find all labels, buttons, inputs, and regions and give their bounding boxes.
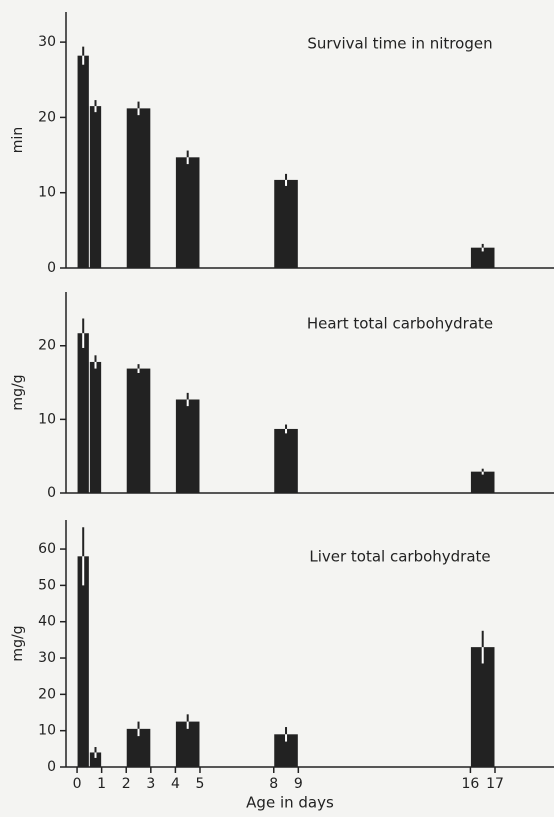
bar	[126, 368, 151, 493]
x-tick-label: 1	[97, 776, 106, 792]
y-tick-label: 60	[38, 541, 56, 557]
x-tick-label: 5	[196, 776, 205, 792]
x-tick-label: 17	[486, 776, 504, 792]
y-tick-label: 20	[38, 686, 56, 702]
y-tick-label: 40	[38, 614, 56, 630]
y-tick-label: 10	[38, 723, 56, 739]
x-tick-label: 0	[73, 776, 82, 792]
bar	[175, 157, 200, 268]
bar	[89, 361, 102, 493]
x-axis-label: Age in days	[246, 794, 334, 812]
y-tick-label: 20	[38, 338, 56, 354]
y-axis-label: mg/g	[10, 625, 26, 661]
bar	[274, 179, 298, 268]
y-tick-label: 0	[47, 759, 56, 775]
y-tick-label: 30	[38, 650, 56, 666]
bar	[175, 721, 200, 767]
x-tick-label: 8	[269, 776, 278, 792]
x-tick-label: 3	[146, 776, 155, 792]
bar	[126, 108, 151, 269]
y-tick-label: 50	[38, 577, 56, 593]
y-tick-label: 20	[38, 109, 56, 125]
bar	[89, 106, 102, 268]
y-axis-label: mg/g	[10, 374, 26, 410]
bar	[470, 647, 495, 767]
panel-title: Liver total carbohydrate	[309, 548, 490, 566]
y-tick-label: 0	[47, 260, 56, 276]
x-tick-label: 9	[294, 776, 303, 792]
bar	[89, 752, 102, 767]
x-tick-label: 16	[461, 776, 479, 792]
bar	[470, 247, 495, 268]
y-tick-label: 0	[47, 485, 56, 501]
bar	[77, 55, 89, 268]
bar	[77, 556, 89, 767]
bar	[470, 471, 495, 493]
y-tick-label: 30	[38, 34, 56, 50]
panel-title: Survival time in nitrogen	[307, 35, 492, 53]
x-tick-label: 4	[171, 776, 180, 792]
y-tick-label: 10	[38, 411, 56, 427]
bar	[77, 333, 89, 493]
x-tick-label: 2	[122, 776, 131, 792]
bar	[274, 734, 298, 767]
bar	[274, 428, 298, 493]
y-tick-label: 10	[38, 185, 56, 201]
panel-title: Heart total carbohydrate	[307, 315, 493, 333]
bar	[175, 399, 200, 493]
bar	[126, 728, 151, 767]
y-axis-label: min	[10, 127, 26, 153]
